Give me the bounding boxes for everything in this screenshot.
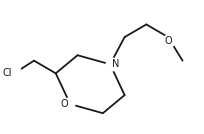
Text: N: N	[111, 59, 119, 69]
Text: O: O	[163, 36, 171, 46]
Text: Cl: Cl	[3, 68, 12, 78]
Text: O: O	[61, 99, 68, 109]
